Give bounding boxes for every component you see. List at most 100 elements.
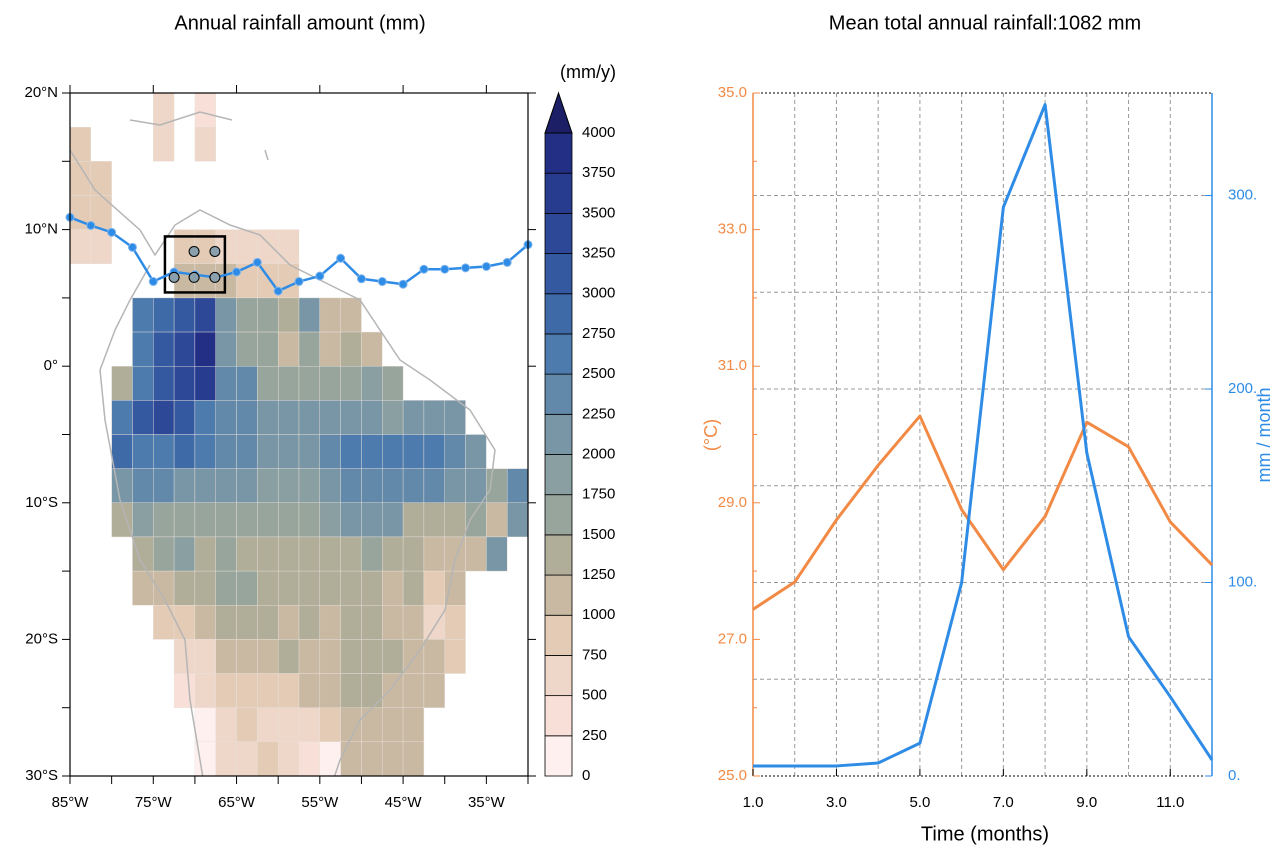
rain-cell: [340, 400, 362, 435]
rain-cell: [257, 434, 279, 469]
rain-cell: [257, 741, 279, 776]
y-tick-label: 35.0: [718, 84, 747, 101]
rain-cell: [382, 502, 404, 538]
rain-cell: [319, 400, 341, 435]
x-axis-label: Time (months): [921, 823, 1049, 845]
colorbar-bin: [544, 373, 573, 415]
rain-cell: [132, 502, 154, 538]
rain-cell: [319, 639, 341, 674]
colorbar-tick-label: 3750: [582, 164, 615, 181]
rain-cell: [215, 639, 237, 674]
x-tick-label: 3.0: [826, 794, 847, 811]
rain-cell: [236, 536, 258, 572]
rain-cell: [132, 468, 154, 503]
y-tick-label: 0°: [44, 357, 58, 374]
rain-cell: [340, 331, 362, 367]
y-tick-label: 29.0: [718, 494, 747, 511]
station: [188, 271, 200, 283]
colorbar-bin: [544, 413, 573, 455]
colorbar-bin: [544, 454, 573, 496]
rain-cell: [382, 707, 404, 743]
rain-cell: [236, 297, 258, 333]
rain-cell: [298, 536, 321, 572]
rain-cell: [194, 707, 216, 743]
y-tick-label: 10°N: [24, 221, 58, 238]
y-tick-label: 30°S: [25, 767, 58, 784]
rain-cell: [319, 366, 341, 401]
rain-cell: [215, 434, 237, 469]
rain-cell: [236, 468, 258, 503]
colorbar-tick-label: 500: [582, 687, 607, 704]
rain-cell: [173, 366, 196, 401]
rain-cell: [402, 673, 425, 708]
rain-cell: [215, 297, 237, 333]
rain-cell: [277, 297, 300, 333]
x-tick-label: 9.0: [1076, 794, 1097, 811]
rain-cell: [153, 366, 175, 401]
rain-cell: [236, 707, 258, 743]
map-title: Annual rainfall amount (mm): [174, 12, 425, 34]
rain-cell: [298, 434, 321, 469]
rain-cell: [111, 366, 133, 401]
rain-cell: [173, 331, 196, 367]
rain-cell: [298, 400, 321, 435]
y-tick-label: 10°S: [25, 494, 58, 511]
itcz-point: [232, 267, 242, 277]
colorbar-tick-label: 2500: [582, 365, 615, 382]
itcz-point: [336, 253, 346, 263]
rain-cell: [361, 707, 383, 743]
rain-cell: [319, 502, 341, 538]
rain-cell: [402, 502, 425, 538]
rain-cell: [340, 605, 362, 640]
rain-cell: [423, 502, 445, 538]
colorbar-bin: [544, 172, 573, 214]
rain-cell: [173, 536, 196, 572]
rain-cell: [277, 570, 300, 606]
rain-cell: [132, 400, 154, 435]
rain-cell: [506, 468, 528, 503]
rain-cell: [153, 331, 175, 367]
colorbar-tick-label: 0: [582, 767, 590, 784]
rain-cell: [277, 400, 300, 435]
rain-cell: [153, 536, 175, 572]
rain-cell: [277, 605, 300, 640]
y-tick-label: 20°S: [25, 630, 58, 647]
x-tick-label: 7.0: [993, 794, 1014, 811]
rain-cell: [444, 468, 466, 503]
rain-cell: [194, 366, 216, 401]
rain-cell: [277, 331, 300, 367]
rain-cell: [194, 570, 216, 606]
rain-cell: [298, 707, 321, 743]
x-tick-label: 5.0: [909, 794, 930, 811]
rain-cell: [402, 707, 425, 743]
y2-tick-label: 100.: [1228, 573, 1257, 590]
itcz-point: [252, 257, 262, 267]
rain-cell: [361, 605, 383, 640]
rain-cell: [319, 297, 341, 333]
rain-cell: [132, 434, 154, 469]
rain-cell: [257, 400, 279, 435]
y-tick-label: 25.0: [718, 767, 747, 784]
rain-cell: [340, 366, 362, 401]
colorbar-label: (mm/y): [560, 62, 616, 82]
rain-cell: [215, 570, 237, 606]
rain-cell: [236, 605, 258, 640]
rain-cell: [257, 536, 279, 572]
rain-cell: [361, 331, 383, 367]
rain-cell: [215, 468, 237, 503]
colorbar-bin: [544, 655, 573, 697]
rain-cell: [132, 331, 154, 367]
rain-cell: [486, 536, 508, 572]
rain-cell: [506, 502, 528, 538]
rain-cell: [236, 673, 258, 708]
rain-cell: [194, 468, 216, 503]
rain-cell: [194, 297, 216, 333]
itcz-point: [461, 263, 471, 273]
y2-tick-label: 0.: [1228, 767, 1241, 784]
colorbar-bin: [544, 735, 573, 777]
rain-cell: [319, 331, 341, 367]
rain-cell: [319, 673, 341, 708]
rain-cell: [153, 400, 175, 435]
colorbar-bin: [544, 534, 573, 576]
rain-cell: [298, 297, 321, 333]
